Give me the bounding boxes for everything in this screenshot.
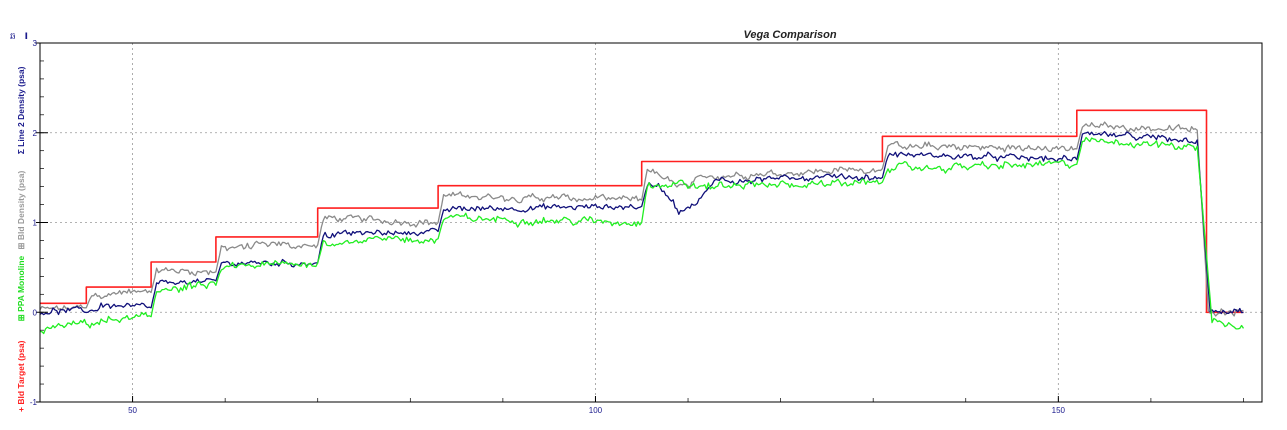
y-tick-label: 0 [33,308,38,317]
grid-layer [40,42,1262,403]
chart-title: Vega Comparison [743,29,836,41]
y-axis-label: + Bld Target (psa) [16,340,26,412]
corner-glyph-2: I [24,32,28,42]
y-tick-label: 1 [33,219,38,228]
x-tick-label: 150 [1052,406,1066,415]
corner-glyphs: ឆ I [10,31,28,44]
series-layer [39,109,1245,335]
axes-layer: -1 0 1 2 3 50 100 150 + Bld Target (psa) ⊞ PPA Mo… [16,39,1263,415]
corner-glyph-1: ឆ [10,32,16,42]
x-tick-label: 50 [128,406,137,415]
y-tick-label: -1 [30,398,38,407]
x-tick-label: 100 [589,406,603,415]
series-line [39,136,1245,335]
y-axis-label: ⊞ Bld Density (psa) [16,171,26,250]
y-axis-label: Σ Line 2 Density (psa) [16,66,26,154]
y-axis-label: ⊞ PPA Monoline [16,255,26,321]
y-tick-label: 2 [33,129,38,138]
series-line [39,121,1244,317]
series-line [40,109,1244,314]
y-tick-label: 3 [33,39,38,48]
